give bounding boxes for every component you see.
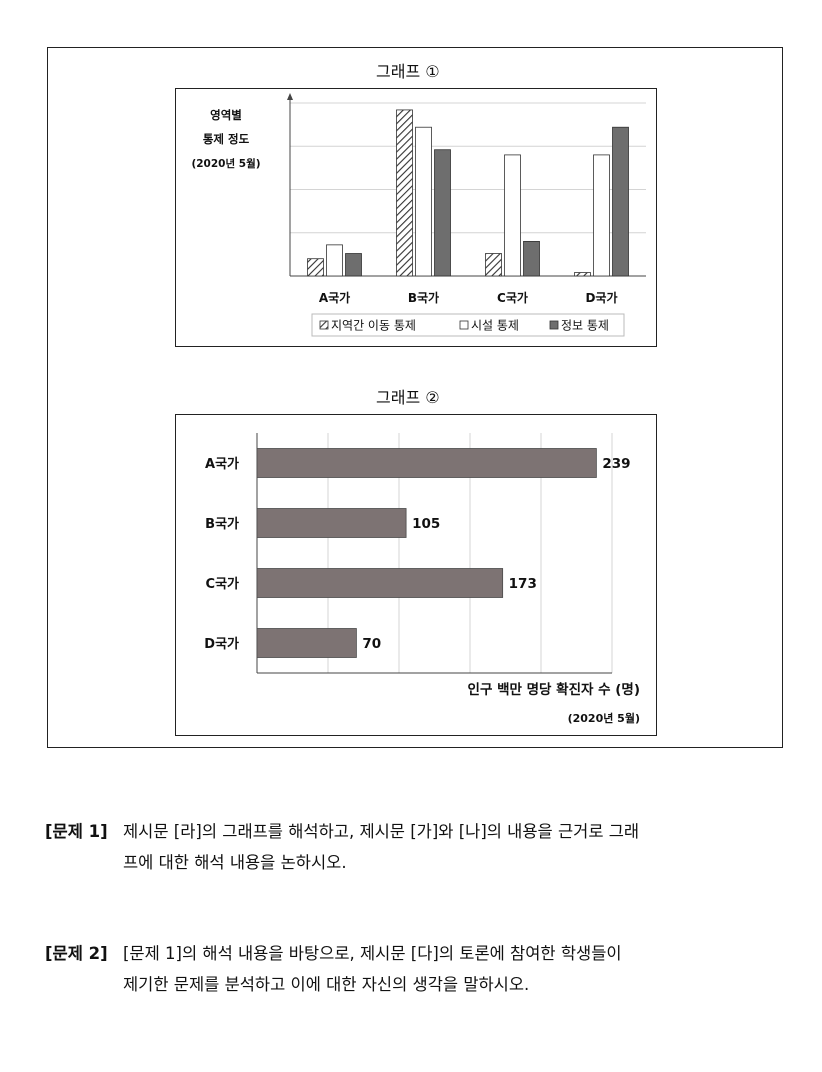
graph2-y-tick-label: D국가 bbox=[204, 637, 239, 652]
graph1-title: 그래프 ① bbox=[376, 62, 440, 81]
graph2-data-label: 173 bbox=[509, 576, 537, 592]
graph2-bar bbox=[256, 508, 407, 538]
question-1-line-2: 프에 대한 해석 내용을 논하시오. bbox=[123, 853, 347, 872]
graph1-bar bbox=[593, 154, 610, 277]
graph2-note: (2020년 5월) bbox=[568, 711, 640, 725]
graph1-y-axis-label: 통제 정도 bbox=[203, 132, 250, 146]
graph1-y-axis-label: 영역별 bbox=[210, 108, 242, 122]
graph1-bar bbox=[396, 109, 413, 277]
graph1-legend-swatch bbox=[459, 320, 469, 330]
graph2-y-tick-label: C국가 bbox=[206, 577, 240, 592]
graph1-legend-swatch bbox=[319, 320, 329, 330]
graph1-x-tick-label: C국가 bbox=[497, 290, 528, 305]
graph1-x-tick-label: A국가 bbox=[319, 290, 350, 305]
graph1-bar bbox=[434, 149, 451, 277]
question-2: [문제 2] [문제 1]의 해석 내용을 바탕으로, 제시문 [다]의 토론에… bbox=[45, 938, 790, 1002]
question-1-line-1: 제시문 [라]의 그래프를 해석하고, 제시문 [가]와 [나]의 내용을 근거… bbox=[123, 822, 640, 841]
graph1-bar bbox=[415, 126, 432, 277]
graph2-bar bbox=[256, 448, 597, 478]
graph2-y-tick-label: A국가 bbox=[205, 457, 239, 472]
graph1-bar bbox=[504, 154, 521, 277]
graph2-x-axis-label: 인구 백만 명당 확진자 수 (명) bbox=[468, 681, 640, 698]
question-1-label: [문제 1] bbox=[45, 822, 108, 841]
graph1-bar bbox=[523, 240, 540, 277]
graph1-bar bbox=[485, 253, 502, 277]
question-2-line-2: 제기한 문제를 분석하고 이에 대한 자신의 생각을 말하시오. bbox=[123, 975, 530, 994]
question-1: [문제 1] 제시문 [라]의 그래프를 해석하고, 제시문 [가]와 [나]의… bbox=[45, 816, 790, 880]
graph1-bar bbox=[307, 258, 324, 277]
graph1-legend-label: 지역간 이동 통제 bbox=[331, 319, 416, 333]
graph2-data-label: 239 bbox=[602, 456, 630, 472]
graph1-y-axis-label: (2020년 5월) bbox=[191, 157, 260, 170]
question-2-label: [문제 2] bbox=[45, 944, 108, 963]
graph1-bar bbox=[574, 272, 591, 277]
graph2-title: 그래프 ② bbox=[376, 388, 440, 407]
graph1-legend-label: 시설 통제 bbox=[471, 319, 519, 333]
figure-frame bbox=[47, 47, 783, 748]
graph2-bar bbox=[256, 628, 357, 658]
graph2-data-label: 70 bbox=[362, 636, 381, 652]
graph1-legend-swatch bbox=[549, 320, 559, 330]
graph1-bar bbox=[612, 126, 629, 277]
graph2-svg: A국가 B국가 C국가 D국가 239 105 173 70 인구 백만 명당 확진자 수 … bbox=[204, 433, 640, 725]
question-2-line-1: [문제 1]의 해석 내용을 바탕으로, 제시문 [다]의 토론에 참여한 학생… bbox=[123, 944, 622, 963]
graph1-bar bbox=[345, 253, 362, 277]
graph1-x-tick-label: D국가 bbox=[585, 290, 617, 305]
graph2-panel: A국가 B국가 C국가 D국가 239 105 173 70 인구 백만 명당 확진자 수 … bbox=[175, 414, 657, 736]
graph2-y-tick-label: B국가 bbox=[205, 517, 239, 532]
graph1-y-axis-arrow bbox=[287, 93, 293, 100]
graph2-bar bbox=[256, 568, 504, 598]
graph1-bar bbox=[326, 244, 343, 277]
graph1-legend-label: 정보 통제 bbox=[561, 319, 609, 333]
graph1-x-tick-label: B국가 bbox=[408, 290, 439, 305]
graph2-data-label: 105 bbox=[412, 516, 440, 532]
